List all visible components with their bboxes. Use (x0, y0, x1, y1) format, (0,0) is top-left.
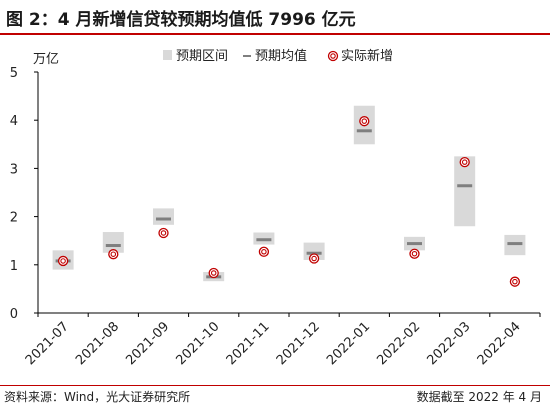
range-bar (454, 156, 476, 227)
actual-point-inner (160, 230, 167, 236)
source-note: 资料来源：Wind，光大证券研究所 (4, 390, 191, 404)
actual-point-inner (311, 255, 317, 262)
chart-title: 图 2：4 月新增信贷较预期均值低 7996 亿元 (6, 10, 356, 30)
actual-point-inner (461, 159, 468, 165)
legend-label-actual: 实际新增 (341, 48, 393, 64)
actual-point (158, 227, 169, 239)
actual-point (57, 255, 69, 267)
actual-point-inner (110, 251, 117, 257)
actual-point-inner (361, 118, 368, 124)
x-tick-label: 2021-10 (174, 319, 223, 368)
range-bar (102, 232, 124, 253)
actual-point (258, 246, 270, 257)
x-tick-label: 2021-08 (73, 319, 122, 368)
title-underline (0, 33, 550, 35)
legend-label-range: 预期区间 (176, 49, 228, 64)
x-tick-label: 2022-01 (324, 319, 373, 368)
x-tick-label: 2021-07 (23, 319, 72, 368)
x-tick-label: 2022-04 (475, 319, 524, 368)
actual-point-inner (411, 250, 418, 257)
x-tick-label: 2021-11 (224, 319, 273, 368)
actual-point (208, 267, 219, 279)
actual-point (108, 249, 119, 260)
x-tick-label: 2021-12 (274, 319, 323, 368)
actual-point-inner (60, 258, 66, 264)
y-axis-unit: 万亿 (33, 52, 59, 67)
x-tick-label: 2022-03 (425, 319, 474, 368)
actual-point (509, 276, 521, 287)
legend-label-mean: 预期均值 (255, 48, 307, 64)
y-tick-label: 3 (10, 162, 18, 177)
range-bar (303, 242, 325, 260)
actual-point (459, 156, 470, 168)
actual-point (359, 116, 370, 127)
footer-divider (0, 385, 550, 386)
legend-swatch-range (163, 50, 172, 60)
date-note: 数据截至 2022 年 4 月 (416, 390, 542, 404)
actual-point-inner (210, 270, 217, 276)
y-tick-label: 4 (10, 114, 18, 129)
title-bar: 图 2：4 月新增信贷较预期均值低 7996 亿元 (0, 0, 550, 35)
y-tick-label: 1 (10, 259, 18, 274)
x-tick-label: 2022-02 (374, 319, 423, 368)
actual-point (409, 248, 420, 259)
y-tick-label: 5 (10, 66, 18, 81)
actual-point-inner (261, 249, 267, 255)
y-tick-label: 2 (10, 211, 18, 226)
actual-point (308, 253, 320, 264)
y-tick-label: 0 (10, 307, 18, 322)
actual-point-inner (512, 278, 518, 285)
legend-swatch-actual (327, 50, 339, 62)
x-tick-label: 2021-09 (123, 319, 172, 368)
range-bar (153, 208, 174, 225)
legend-swatch-actual-inner (330, 53, 336, 59)
